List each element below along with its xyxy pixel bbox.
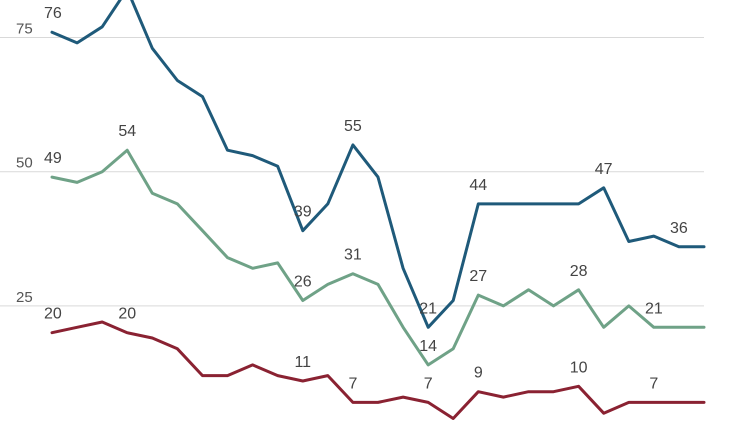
data-label: 49: [44, 150, 62, 167]
data-label: 14: [419, 338, 437, 355]
data-label: 7: [649, 375, 658, 392]
data-label: 7: [424, 375, 433, 392]
data-label: 31: [344, 247, 362, 264]
data-label: 20: [118, 306, 136, 323]
data-label: 36: [670, 220, 688, 237]
series-lines: [50, 0, 706, 420]
y-tick-label: 75: [16, 21, 33, 38]
y-tick-label: 50: [16, 155, 33, 172]
data-label: 11: [294, 354, 311, 371]
data-label: 28: [570, 263, 588, 280]
data-label: 47: [595, 161, 613, 178]
data-label: 21: [419, 300, 437, 317]
data-label: 27: [469, 268, 487, 285]
data-label: 54: [118, 123, 136, 140]
data-label: 7: [348, 375, 357, 392]
data-label: 76: [44, 5, 62, 22]
data-label: 55: [344, 118, 362, 135]
data-label: 39: [294, 204, 312, 221]
data-label: 9: [474, 365, 483, 382]
series-line-1: [50, 0, 706, 329]
data-label: 20: [44, 306, 62, 323]
data-label: 26: [294, 273, 312, 290]
data-label: 44: [469, 177, 487, 194]
data-label: 21: [645, 300, 663, 317]
grid-layer: [0, 37, 704, 307]
data-label: 10: [570, 359, 588, 376]
y-tick-label: 25: [16, 289, 33, 306]
series-line-3: [50, 320, 706, 420]
data-labels: 76 39 55 21 44 47 36 49 54 26 31 14 27 28 21 20 20 11 7 7 9 1…: [44, 5, 688, 392]
series-line-2: [50, 148, 706, 367]
y-axis-ticks: 25 50 75: [16, 21, 33, 306]
